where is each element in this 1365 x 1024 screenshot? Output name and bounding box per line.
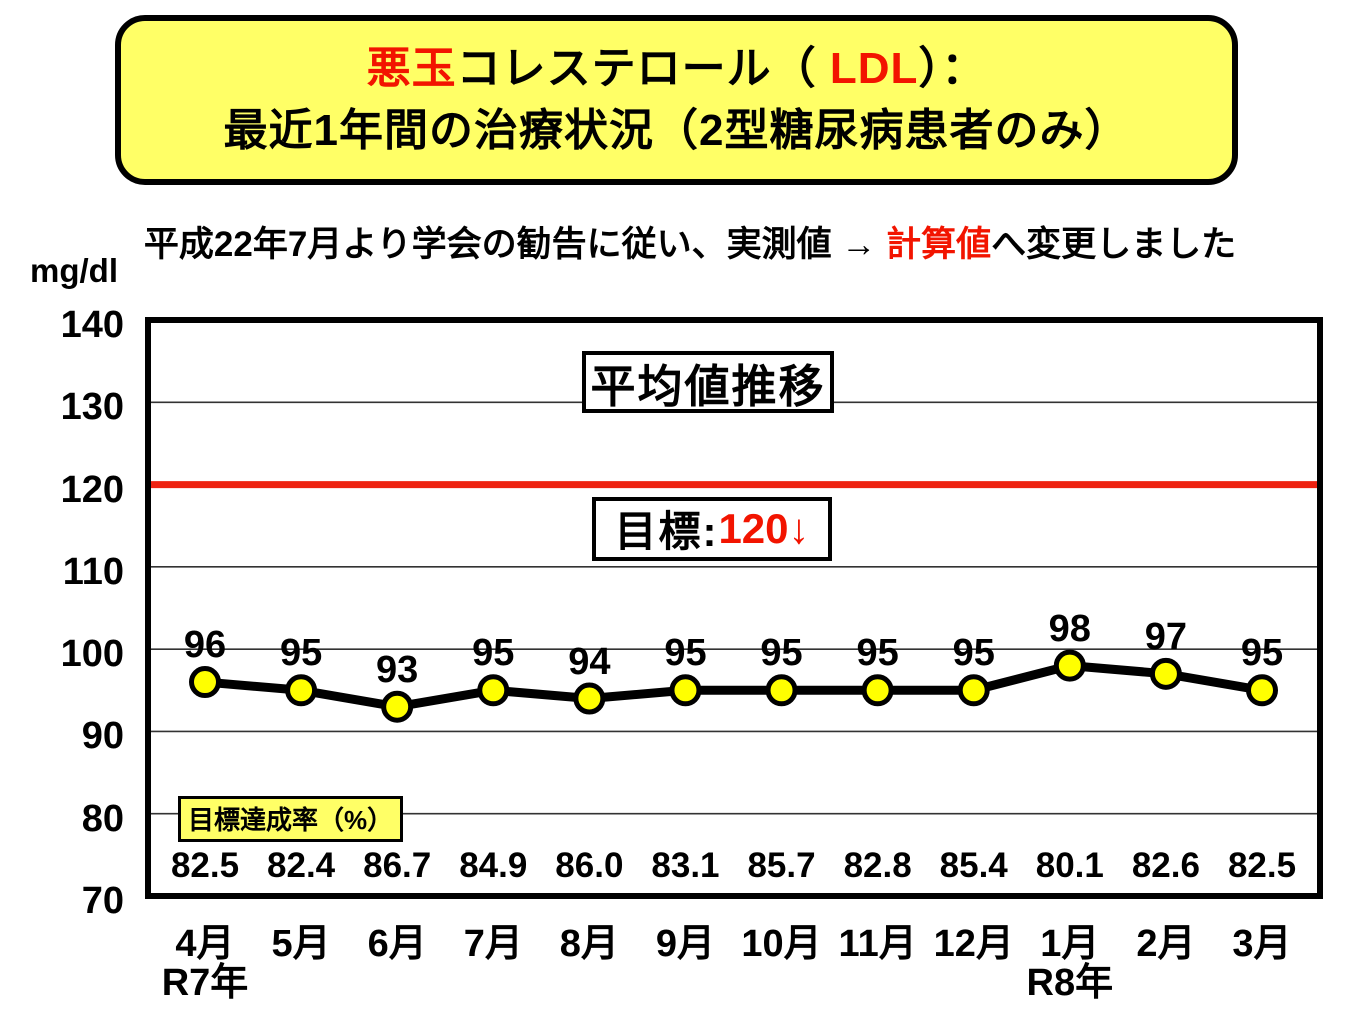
data-point-marker <box>381 690 414 723</box>
title-box: 悪玉コレステロール（ LDL）： 最近1年間の治療状況（2型糖尿病患者のみ） <box>115 15 1238 185</box>
y-tick-label: 110 <box>62 550 124 593</box>
point-value-label: 94 <box>568 640 611 683</box>
title-segment: ）： <box>918 44 987 93</box>
y-axis-unit-label: mg/dl <box>30 252 118 289</box>
achievement-rate-value: 82.5 <box>170 846 240 885</box>
achievement-rate-label: 目標達成率（%） <box>178 796 404 842</box>
target-label-prefix: 目標: <box>614 508 719 556</box>
y-tick-label: 90 <box>81 715 124 758</box>
month-label: 11月 <box>838 923 917 965</box>
title-segment: コレステロール（ <box>456 44 830 93</box>
achievement-rate-value: 85.4 <box>939 846 1008 885</box>
title-segment: 悪玉 <box>366 44 457 93</box>
target-label-value: 120↓ <box>718 504 810 552</box>
point-value-label: 95 <box>856 632 899 675</box>
y-tick-label: 100 <box>60 633 124 676</box>
point-value-label: 95 <box>664 632 707 675</box>
point-value-label: 96 <box>183 624 227 667</box>
achievement-rate-value: 82.8 <box>843 846 912 885</box>
achievement-rate-value: 82.5 <box>1227 846 1297 885</box>
point-value-label: 97 <box>1144 615 1188 658</box>
year-label: R8年 <box>1026 962 1114 1004</box>
y-tick-label: 80 <box>81 797 124 840</box>
title-line-2: 最近1年間の治療状況（2型糖尿病患者のみ） <box>223 106 1130 155</box>
chart-title-box: 平均値推移 <box>582 351 834 413</box>
month-label: 4月 <box>175 923 235 965</box>
subtitle-segment: 平成22年7月より学会の勧告に従い、実測値 → <box>143 225 887 264</box>
y-tick-label: 140 <box>60 304 124 346</box>
data-point-marker <box>957 674 990 707</box>
data-point-marker <box>285 674 318 707</box>
month-label: 8月 <box>559 923 619 965</box>
title-segment: LDL <box>829 44 919 93</box>
achievement-rate-value: 86.0 <box>555 846 624 885</box>
point-value-label: 98 <box>1048 607 1091 650</box>
month-label: 12月 <box>933 923 1014 965</box>
data-point-marker <box>669 674 702 707</box>
subtitle-segment: 計算値 <box>886 225 992 264</box>
y-tick-label: 70 <box>81 880 124 922</box>
point-value-label: 95 <box>1240 632 1284 675</box>
achievement-rate-value: 84.9 <box>459 846 528 885</box>
month-label: 7月 <box>463 923 523 965</box>
point-value-label: 95 <box>279 632 323 675</box>
data-point-marker <box>189 666 221 699</box>
data-point-marker <box>1246 674 1278 707</box>
point-value-label: 95 <box>472 632 515 675</box>
month-label: 5月 <box>271 923 331 965</box>
subtitle: 平成22年7月より学会の勧告に従い、実測値 → 計算値へ変更しました <box>70 216 1310 267</box>
month-label: 6月 <box>367 923 427 965</box>
achievement-rate-value: 85.7 <box>747 846 816 885</box>
achievement-rate-value: 82.4 <box>267 846 336 885</box>
data-point-marker <box>1053 649 1086 682</box>
data-point-marker <box>861 674 894 707</box>
title-line-1: 悪玉コレステロール（ LDL）： <box>367 38 987 100</box>
subtitle-segment: へ変更しました <box>991 225 1237 264</box>
point-value-label: 93 <box>376 648 419 691</box>
achievement-rate-value: 80.1 <box>1035 846 1104 885</box>
month-label: 3月 <box>1232 923 1292 965</box>
point-value-label: 95 <box>952 632 995 675</box>
target-label-box: 目標: 120↓ <box>592 496 832 561</box>
y-tick-label: 120 <box>60 468 124 511</box>
achievement-rate-value: 82.6 <box>1131 846 1200 885</box>
data-point-marker <box>1149 657 1182 690</box>
achievement-rate-value: 86.7 <box>363 846 432 885</box>
data-point-marker <box>477 674 510 707</box>
month-label: 10月 <box>741 923 822 965</box>
achievement-rate-value: 83.1 <box>651 846 720 885</box>
data-point-marker <box>573 682 606 715</box>
month-label: 9月 <box>655 923 716 965</box>
point-value-label: 95 <box>760 632 803 675</box>
year-label: R7年 <box>161 962 249 1004</box>
month-label: 1月 <box>1040 923 1100 965</box>
y-tick-label: 130 <box>60 386 124 429</box>
month-label: 2月 <box>1136 923 1196 965</box>
plot-border <box>145 317 1323 899</box>
data-line <box>204 661 1263 712</box>
data-point-marker <box>765 674 798 707</box>
